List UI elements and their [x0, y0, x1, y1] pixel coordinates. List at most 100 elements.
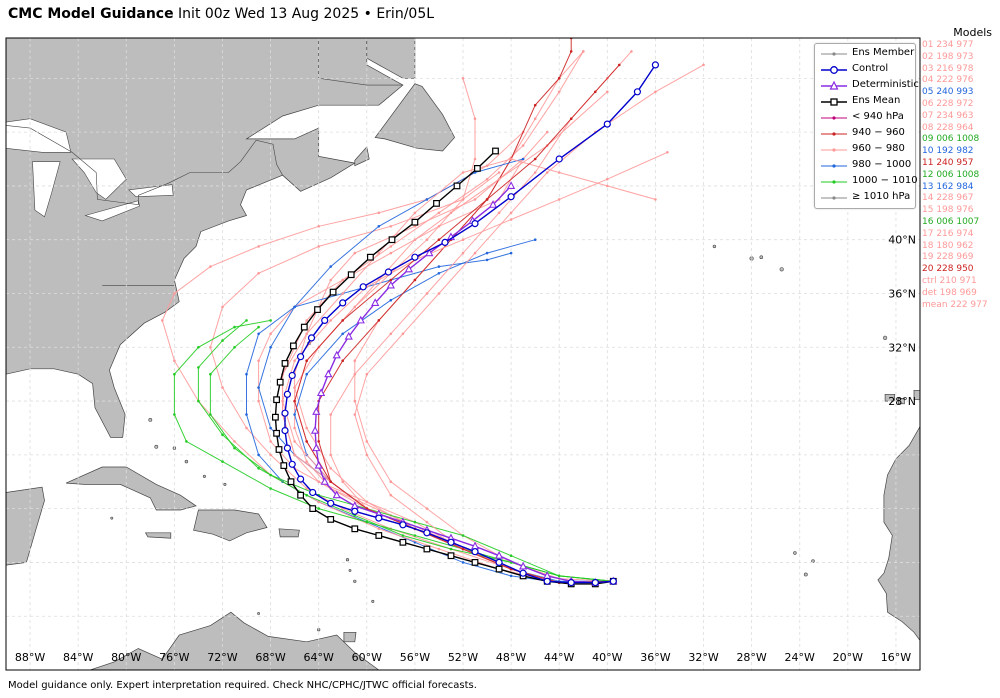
ens-track-point	[557, 171, 561, 174]
us-canada-border	[6, 125, 283, 206]
ens-track-point	[618, 63, 621, 67]
ens-track-point	[461, 198, 465, 201]
ens-mean-track-point	[375, 532, 383, 539]
ens-track-point	[197, 366, 200, 369]
control-track-point	[297, 353, 305, 361]
ens-track-point	[521, 157, 525, 161]
ens-track-point	[293, 426, 296, 430]
ens-track-point	[365, 453, 369, 457]
deterministic-track-point	[506, 181, 516, 189]
ens-track-point	[425, 520, 429, 524]
ens-track-point	[509, 251, 513, 255]
ens-track-point	[245, 413, 248, 416]
deterministic-track-point	[356, 315, 365, 324]
model-entry: 18 180 962	[922, 240, 974, 251]
legend-swatch	[821, 98, 847, 106]
deterministic-track-point	[316, 388, 326, 397]
control-track-point	[651, 61, 660, 69]
model-entry: mean 222 977	[922, 299, 988, 310]
ens-track-point	[413, 211, 417, 215]
ens-track-point	[509, 574, 513, 578]
ens-track-point	[341, 359, 345, 363]
ens-track-point	[545, 130, 549, 134]
ens-track-point	[305, 493, 309, 497]
turks-caicos	[223, 482, 227, 486]
lon-label: 28°W	[736, 651, 766, 664]
legend-item: 940 − 960	[819, 126, 915, 142]
lon-label: 36°W	[640, 651, 670, 664]
lesser-antilles-2	[353, 579, 357, 583]
model-entry: 01 234 977	[922, 40, 974, 50]
legend-item: 980 − 1000	[819, 158, 915, 174]
legend-label: Ens Mean	[852, 95, 901, 106]
model-entry: 08 228 964	[922, 122, 974, 133]
ens-track-point	[221, 305, 224, 309]
control-track-point	[281, 427, 289, 435]
ens-track-point	[569, 50, 573, 53]
ens-mean-track-point	[290, 342, 297, 350]
model-entry: 10 192 982	[922, 146, 974, 157]
ens-track-point	[401, 332, 405, 336]
ens-track-point	[293, 305, 296, 309]
deterministic-track-point	[344, 331, 353, 340]
legend-swatch	[821, 196, 847, 200]
control-track-point	[441, 238, 449, 246]
ens-mean-track-point	[433, 200, 440, 207]
lon-label: 20°W	[833, 651, 863, 664]
ens-mean-track-point	[300, 323, 308, 331]
jamaica	[144, 532, 172, 539]
ens-track-point	[497, 177, 501, 181]
ens-track-point	[341, 292, 345, 295]
ens-track-point	[221, 386, 224, 389]
ens-track-point	[389, 225, 393, 228]
model-entry: ctrl 210 971	[922, 275, 977, 286]
longitude-labels: 88°W 84°W 80°W 76°W 72°W 68°W 64°W 60°W 56°W 52°W…	[15, 651, 911, 664]
ens-track-point	[317, 507, 321, 510]
control-track-point	[411, 253, 419, 261]
deterministic-track-point	[404, 264, 413, 273]
deterministic-track-point	[320, 477, 329, 485]
ens-track-point	[533, 171, 537, 174]
model-entry: 12 006 1008	[922, 169, 980, 180]
ens-track-point	[365, 372, 369, 376]
legend-item: Ens Mean	[819, 94, 915, 110]
madeira	[882, 335, 888, 341]
ens-track-point	[365, 520, 369, 524]
control-track-point	[281, 409, 289, 417]
ens-track-point	[269, 487, 272, 490]
ens-track-point	[606, 90, 609, 94]
ens-track-point	[329, 278, 333, 282]
deterministic-track-point	[314, 460, 323, 469]
chart-title: CMC Model Guidance Init 00z Wed 13 Aug 2…	[8, 6, 434, 22]
ens-member-track-09	[173, 319, 615, 583]
lon-label: 40°W	[592, 651, 622, 664]
ens-track-point	[413, 278, 417, 282]
ens-track-point	[377, 211, 381, 215]
yucatan	[6, 486, 45, 566]
model-entry: 20 228 950	[922, 264, 974, 275]
ens-track-point	[497, 171, 501, 174]
footer-disclaimer: Model guidance only. Expert interpretati…	[8, 680, 477, 691]
ens-track-point	[305, 332, 309, 336]
ens-member-track-20	[293, 63, 621, 584]
ens-track-point	[389, 298, 393, 302]
ens-track-point	[341, 480, 345, 484]
ens-track-point	[389, 245, 393, 248]
ens-track-point	[461, 547, 465, 551]
ens-mean-track-point	[453, 182, 461, 190]
ens-track-point	[269, 319, 272, 322]
ens-track-point	[341, 332, 345, 336]
cuba	[65, 466, 197, 511]
legend-swatch	[821, 66, 847, 74]
control-track-point	[359, 283, 367, 291]
cape-verde-2	[803, 572, 808, 577]
ens-mean-track-point	[423, 545, 431, 553]
ens-track-point	[293, 413, 296, 416]
legend-label: 980 − 1000	[852, 159, 912, 170]
lesser-antilles-3	[348, 569, 352, 572]
ens-track-point	[269, 346, 272, 349]
control-track-point	[471, 220, 479, 228]
ens-track-point	[173, 413, 176, 416]
ens-track-point	[461, 561, 465, 564]
